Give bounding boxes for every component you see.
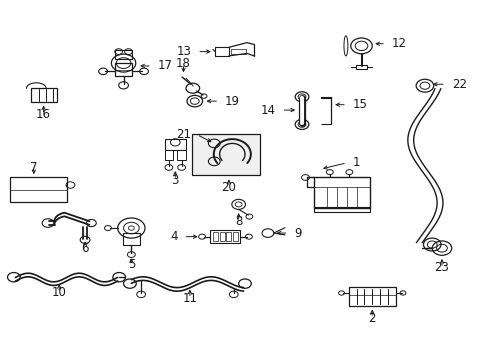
Text: 21: 21 — [176, 128, 190, 141]
Text: 11: 11 — [182, 292, 197, 305]
Text: 2: 2 — [368, 311, 375, 325]
Bar — [226, 232, 231, 241]
Text: 3: 3 — [171, 174, 179, 186]
Bar — [115, 50, 132, 59]
Bar — [212, 232, 217, 241]
Text: 7: 7 — [30, 161, 38, 174]
Text: 6: 6 — [81, 242, 89, 255]
Text: 17: 17 — [158, 59, 172, 72]
Text: 8: 8 — [234, 215, 242, 228]
Bar — [313, 207, 369, 212]
Text: 18: 18 — [176, 57, 191, 70]
Bar — [348, 287, 395, 306]
Bar — [210, 230, 239, 243]
Text: 12: 12 — [391, 37, 406, 50]
Bar — [320, 97, 330, 98]
Text: 9: 9 — [294, 226, 301, 239]
Text: 19: 19 — [224, 95, 240, 108]
Bar — [320, 124, 330, 125]
Bar — [177, 150, 185, 159]
Bar — [215, 47, 228, 56]
Bar — [233, 232, 238, 241]
Text: 14: 14 — [260, 104, 275, 117]
Text: 22: 22 — [451, 78, 466, 91]
Bar — [10, 177, 66, 202]
Bar — [219, 232, 224, 241]
Bar — [164, 139, 185, 150]
Bar — [115, 63, 132, 76]
Text: 10: 10 — [52, 286, 66, 299]
Bar — [313, 177, 369, 208]
Bar — [164, 150, 173, 159]
Text: 23: 23 — [434, 261, 448, 274]
Bar — [122, 233, 140, 245]
Bar — [355, 65, 366, 69]
Bar — [231, 49, 245, 54]
Text: 13: 13 — [176, 45, 191, 58]
Text: 20: 20 — [221, 181, 236, 194]
Text: 15: 15 — [352, 98, 367, 111]
Bar — [31, 88, 57, 102]
Bar — [191, 134, 260, 175]
Text: 4: 4 — [170, 230, 177, 243]
Text: 16: 16 — [36, 108, 51, 121]
Text: 1: 1 — [352, 156, 360, 169]
Text: 5: 5 — [127, 258, 135, 271]
